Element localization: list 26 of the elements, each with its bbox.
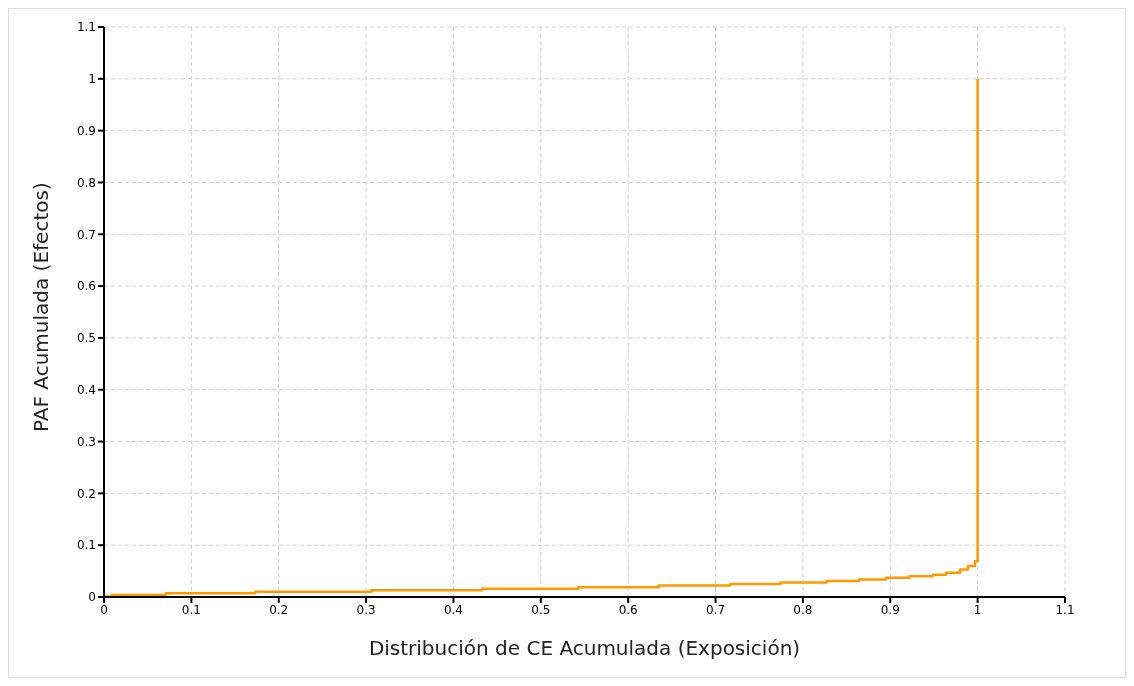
y-tick-label: 0.1 — [76, 538, 96, 553]
y-tick-label: 0.4 — [76, 382, 96, 397]
x-tick-label: 1.1 — [1055, 602, 1075, 617]
x-tick-label: 0.4 — [443, 602, 463, 617]
y-tick-label: 0.3 — [76, 434, 96, 449]
y-tick-label: 0.8 — [76, 175, 96, 190]
x-axis-title: Distribución de CE Acumulada (Exposición) — [368, 636, 801, 660]
y-tick-label: 0.5 — [76, 331, 96, 346]
x-tick-label: 0.5 — [531, 602, 551, 617]
y-tick-label: 0.7 — [76, 227, 96, 242]
y-tick-label: 0 — [88, 590, 96, 605]
x-tick-label: 1 — [973, 602, 982, 617]
x-tick-label: 0.2 — [269, 602, 289, 617]
y-tick-label: 0.9 — [76, 123, 96, 138]
x-tick-label: 0.1 — [181, 602, 201, 617]
y-axis-title: PAF Acumulada (Efectos) — [29, 182, 54, 432]
x-tick-label: 0.9 — [880, 602, 900, 617]
x-tick-label: 0 — [100, 602, 108, 617]
x-tick-label: 0.6 — [618, 602, 638, 617]
y-tick-label: 0.6 — [76, 279, 96, 294]
x-tick-label: 0.3 — [356, 602, 376, 617]
y-tick-label: 1 — [88, 72, 96, 87]
x-tick-label: 0.7 — [706, 602, 726, 617]
y-tick-label: 0.2 — [76, 486, 96, 501]
y-tick-label: 1.1 — [76, 20, 96, 35]
x-tick-label: 0.8 — [793, 602, 813, 617]
